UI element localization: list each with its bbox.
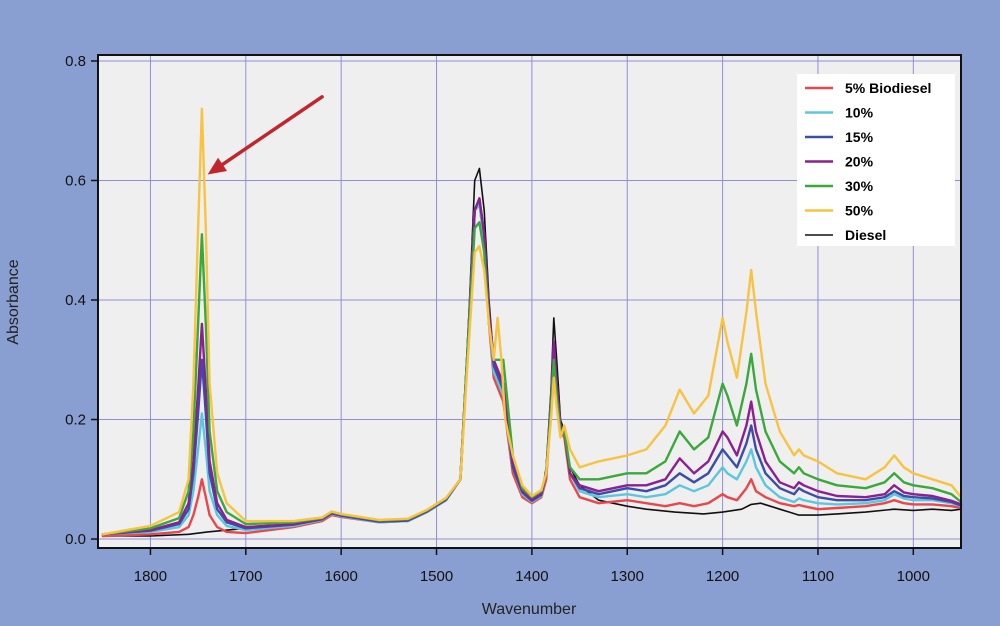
legend-label: 50% [845, 203, 874, 219]
legend-label: 15% [845, 129, 874, 145]
legend-label: 20% [845, 154, 874, 170]
x-tick-label: 1400 [515, 568, 548, 585]
y-tick-label: 0.2 [65, 412, 86, 429]
y-tick-label: 0.6 [65, 172, 86, 189]
x-tick-label: 1000 [897, 568, 930, 585]
x-tick-label: 1500 [420, 568, 453, 585]
legend: 5% Biodiesel 10% 15% 20% 30% 50% Diesel [797, 74, 955, 246]
y-axis-label: Absorbance [5, 259, 22, 344]
x-tick-label: 1300 [611, 568, 644, 585]
y-tick-label: 0.4 [65, 292, 86, 309]
legend-label: 30% [845, 178, 874, 194]
annotation-arrow [207, 95, 324, 175]
x-tick-label: 1600 [324, 568, 357, 585]
x-tick-label: 1200 [706, 568, 739, 585]
series-lines [101, 107, 963, 538]
series-line-50 [101, 107, 963, 536]
plot-frame [97, 54, 962, 549]
arrow-shaft [220, 95, 324, 167]
legend-label: 10% [845, 105, 874, 121]
legend-label: 5% Biodiesel [845, 80, 931, 96]
legend-label: Diesel [845, 227, 886, 243]
y-tick-label: 0.0 [65, 531, 86, 548]
y-tick-label: 0.8 [65, 53, 86, 70]
axis-ticks: 1800 1700 1600 1500 1400 1300 1200 1100 1000 0.0 0… [65, 53, 930, 585]
x-axis-label: Wavenumber [482, 601, 577, 618]
legend-box [797, 74, 955, 246]
x-tick-label: 1700 [229, 568, 262, 585]
x-tick-label: 1800 [134, 568, 167, 585]
arrow-head [207, 157, 228, 175]
x-tick-label: 1100 [802, 568, 834, 585]
